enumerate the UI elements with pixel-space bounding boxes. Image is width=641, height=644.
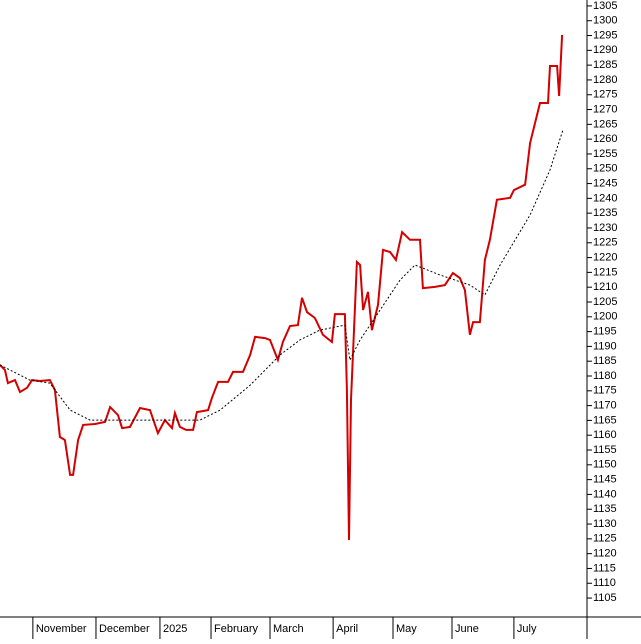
y-tick-label: 1120 [593, 548, 617, 560]
x-tick-label: April [336, 623, 358, 635]
y-tick-label: 1125 [593, 533, 617, 545]
y-tick-label: 1295 [593, 29, 617, 41]
series-line [0, 129, 564, 421]
y-tick-label: 1180 [593, 370, 617, 382]
y-tick-label: 1220 [593, 251, 617, 263]
y-tick-label: 1250 [593, 163, 617, 175]
y-tick-label: 1305 [593, 0, 617, 12]
y-tick-label: 1270 [593, 103, 617, 115]
x-tick-label: February [214, 623, 259, 635]
x-tick-label: 2025 [163, 623, 187, 635]
y-tick-label: 1190 [593, 340, 617, 352]
y-tick-label: 1115 [593, 562, 616, 574]
x-tick-label: May [396, 623, 417, 635]
y-tick-label: 1210 [593, 281, 617, 293]
y-tick-label: 1165 [593, 414, 617, 426]
y-tick-label: 1230 [593, 222, 617, 234]
y-tick-label: 1185 [593, 355, 617, 367]
y-tick-label: 1155 [593, 444, 617, 456]
y-tick-label: 1145 [593, 474, 617, 486]
x-tick-label: November [36, 623, 87, 635]
y-tick-label: 1225 [593, 237, 617, 249]
y-tick-label: 1200 [593, 311, 617, 323]
y-tick-label: 1130 [593, 518, 617, 530]
y-tick-label: 1300 [593, 15, 617, 27]
y-tick-label: 1235 [593, 207, 617, 219]
x-tick-label: June [455, 623, 479, 635]
y-tick-label: 1260 [593, 133, 617, 145]
y-tick-label: 1245 [593, 177, 617, 189]
y-tick-label: 1275 [593, 89, 617, 101]
y-tick-label: 1265 [593, 118, 617, 130]
y-tick-label: 1195 [593, 325, 617, 337]
y-tick-label: 1215 [593, 266, 617, 278]
y-tick-label: 1240 [593, 192, 617, 204]
y-tick-label: 1290 [593, 44, 617, 56]
x-tick-label: July [517, 623, 537, 635]
x-tick-label: December [99, 623, 150, 635]
y-tick-label: 1175 [593, 385, 617, 397]
y-tick-label: 1205 [593, 296, 617, 308]
y-tick-label: 1255 [593, 148, 617, 160]
y-tick-label: 1110 [593, 577, 616, 589]
y-tick-label: 1140 [593, 488, 617, 500]
series-line [0, 34, 564, 541]
y-tick-label: 1285 [593, 59, 617, 71]
y-tick-label: 1170 [593, 400, 617, 412]
x-tick-label: March [273, 623, 304, 635]
y-tick-label: 1150 [593, 459, 617, 471]
y-tick-label: 1280 [593, 74, 617, 86]
y-tick-label: 1135 [593, 503, 617, 515]
y-tick-label: 1160 [593, 429, 617, 441]
y-tick-label: 1105 [593, 592, 617, 604]
